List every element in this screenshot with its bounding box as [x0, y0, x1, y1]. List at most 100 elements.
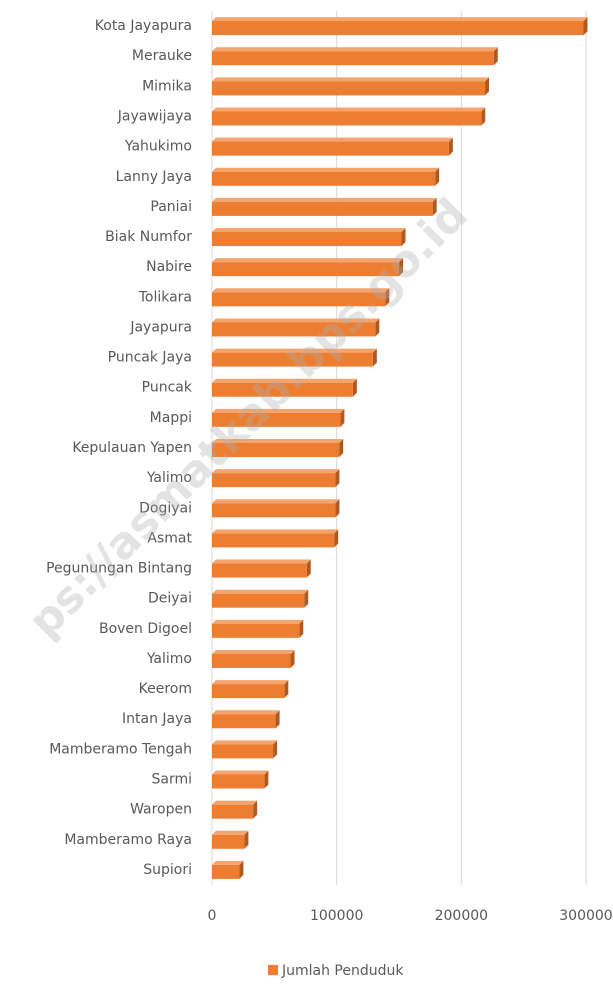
- bar-side: [284, 680, 289, 699]
- bar-face: [212, 653, 291, 668]
- y-tick-label: Boven Digoel: [99, 621, 192, 637]
- bar: [212, 529, 339, 548]
- bar-side: [399, 258, 403, 277]
- bar-face: [212, 593, 305, 608]
- bar-top: [212, 469, 340, 474]
- bar-face: [212, 21, 584, 36]
- y-tick-label: Yalimo: [146, 470, 192, 486]
- bar-side: [299, 619, 304, 638]
- bar-side: [253, 800, 258, 819]
- bar-side: [448, 137, 453, 156]
- y-tick-label: Supiori: [143, 862, 192, 878]
- bar: [212, 228, 406, 247]
- bar-top: [212, 378, 357, 383]
- bar-side: [273, 740, 278, 759]
- bar-top: [212, 710, 280, 715]
- bar-face: [212, 473, 336, 488]
- bar: [212, 499, 340, 518]
- y-tick-label: Puncak: [142, 380, 193, 396]
- bar-top: [212, 137, 453, 142]
- bar-side: [290, 649, 295, 668]
- bar-side: [432, 197, 437, 216]
- y-tick-label: Intan Jaya: [122, 711, 192, 727]
- bar: [212, 107, 486, 126]
- bar: [212, 258, 403, 277]
- bar-side: [275, 710, 280, 729]
- bar: [212, 318, 380, 337]
- bar-side: [435, 167, 440, 186]
- bar-face: [212, 623, 300, 638]
- bar-face: [212, 111, 482, 126]
- bar-top: [212, 77, 490, 82]
- bar-face: [212, 443, 340, 457]
- legend-swatch: [268, 965, 278, 975]
- y-tick-label: Jayapura: [129, 319, 192, 335]
- bar-face: [212, 382, 353, 397]
- bar-top: [212, 439, 344, 443]
- y-tick-label: Kota Jayapura: [95, 18, 192, 34]
- bar: [212, 408, 345, 427]
- bar: [212, 770, 269, 789]
- y-tick-label: Kepulauan Yapen: [72, 440, 192, 456]
- bar-side: [334, 529, 339, 548]
- bar-face: [212, 533, 335, 548]
- bar-face: [212, 563, 307, 578]
- bar: [212, 710, 280, 729]
- bar-face: [212, 171, 436, 186]
- y-tick-label: Mimika: [142, 78, 192, 94]
- bar-face: [212, 503, 336, 518]
- bar: [212, 680, 289, 699]
- y-tick-label: Biak Numfor: [105, 229, 192, 245]
- y-tick-label: Merauke: [132, 48, 192, 64]
- bar-top: [212, 107, 486, 112]
- bar-face: [212, 322, 376, 337]
- y-tick-label: Yalimo: [146, 651, 192, 667]
- bar: [212, 619, 304, 638]
- bar-side: [375, 318, 380, 337]
- y-tick-label: Nabire: [146, 259, 192, 275]
- y-tick-label: Mappi: [150, 410, 192, 426]
- bar-side: [264, 770, 269, 789]
- y-tick-label: Paniai: [150, 199, 192, 215]
- bar: [212, 589, 309, 608]
- y-tick-label: Puncak Jaya: [108, 350, 192, 366]
- bar-top: [212, 860, 244, 865]
- bar-top: [212, 800, 258, 805]
- bar-top: [212, 740, 278, 745]
- bar-side: [239, 860, 244, 879]
- bar-top: [212, 318, 380, 323]
- bar-side: [493, 47, 498, 66]
- bar: [212, 800, 258, 819]
- bar-side: [485, 77, 490, 96]
- bar-top: [212, 17, 588, 22]
- bar-top: [212, 619, 304, 624]
- bar-face: [212, 834, 245, 849]
- bar-side: [352, 378, 357, 397]
- y-tick-label: Pegunungan Bintang: [46, 561, 192, 577]
- bar-top: [212, 589, 309, 594]
- bar: [212, 559, 311, 578]
- bar-top: [212, 197, 437, 202]
- bar: [212, 469, 340, 488]
- y-tick-label: Dogiyai: [139, 500, 192, 516]
- bar-side: [306, 559, 311, 578]
- x-tick-label: 100000: [310, 908, 363, 924]
- y-tick-label: Lanny Jaya: [116, 169, 192, 185]
- bar-face: [212, 262, 399, 277]
- bar-top: [212, 288, 390, 293]
- bar-face: [212, 744, 274, 759]
- y-tick-label: Jayawijaya: [117, 108, 192, 124]
- legend-label: Jumlah Penduduk: [281, 963, 404, 979]
- bar: [212, 197, 437, 216]
- y-tick-label: Mamberamo Raya: [64, 832, 192, 848]
- bar: [212, 288, 390, 307]
- bar-side: [340, 408, 345, 427]
- bar-face: [212, 51, 494, 66]
- bar-face: [212, 684, 285, 699]
- x-tick-label: 300000: [559, 908, 612, 924]
- bar-top: [212, 499, 340, 504]
- bar-top: [212, 830, 249, 835]
- bar-top: [212, 258, 403, 263]
- bar: [212, 860, 244, 879]
